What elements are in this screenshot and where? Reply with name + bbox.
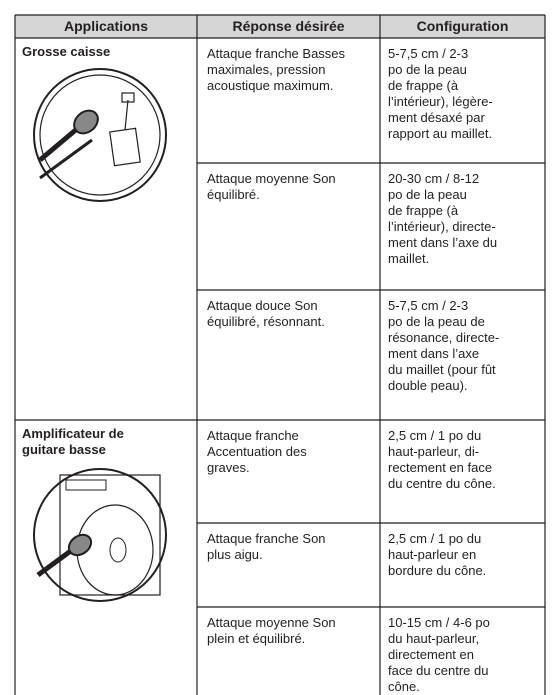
text-line: rapport au maillet.	[388, 126, 493, 141]
response-cell: Attaque moyenne Son équilibré.	[207, 171, 377, 290]
application-cell: Grosse caisse	[22, 44, 192, 84]
text-line: du centre du cône.	[388, 476, 496, 491]
text-line: Attaque moyenne Son	[207, 615, 336, 630]
text-line: 20-30 cm / 8-12	[388, 171, 480, 186]
text-line: 5-7,5 cm / 2-3	[388, 298, 469, 313]
text-line: graves.	[207, 460, 250, 475]
text-line: Attaque moyenne Son	[207, 171, 336, 186]
text-line: plus aigu.	[207, 547, 263, 562]
text-line: po de la peau de	[388, 314, 485, 329]
text-line: acoustique maximum.	[207, 78, 334, 93]
text-line: rectement en face	[388, 460, 493, 475]
configuration-cell: 5-7,5 cm / 2-3 po de la peau de frappe (à l…	[388, 46, 543, 163]
text-line: 10-15 cm / 4-6 po	[388, 615, 490, 630]
configuration-cell: 20-30 cm / 8-12 po de la peau de frappe (à…	[388, 171, 543, 290]
text-line: double peau).	[388, 378, 468, 393]
text-line: po de la peau	[388, 62, 467, 77]
kick-drum-illustration	[33, 68, 167, 202]
text-line: guitare basse	[22, 442, 106, 457]
text-line: Accentuation des	[207, 444, 307, 459]
text-line: cône.	[388, 679, 420, 694]
response-cell: Attaque franche Basses maximales, pressio…	[207, 46, 377, 163]
text-line: Attaque franche	[207, 428, 299, 443]
header-cell: Applications	[63, 18, 148, 34]
response-cell: Attaque franche Son plus aigu.	[207, 531, 377, 607]
text-line: Attaque franche Son	[207, 531, 326, 546]
configuration-cell: 5-7,5 cm / 2-3 po de la peau de résonance,…	[388, 298, 543, 420]
bass-amp-illustration	[33, 468, 167, 602]
text-line: directement en	[388, 647, 474, 662]
text-line: 2,5 cm / 1 po du	[388, 531, 482, 546]
text-line: maillet.	[388, 251, 430, 266]
response-cell: Attaque franche Accentuation des graves.	[207, 428, 377, 523]
text-line: l’intérieur), directe-	[388, 219, 496, 234]
text-line: ment désaxé par	[388, 110, 485, 125]
header-cell: Réponse désirée	[232, 18, 345, 34]
text-line: du haut-parleur,	[388, 631, 480, 646]
text-line: maximales, pression	[207, 62, 326, 77]
text-line: 2,5 cm / 1 po du	[388, 428, 482, 443]
text-line: po de la peau	[388, 187, 467, 202]
text-line: équilibré, résonnant.	[207, 314, 325, 329]
text-line: bordure du cône.	[388, 563, 487, 578]
text-line: Amplificateur de	[22, 426, 124, 441]
header-cell: Configuration	[416, 18, 509, 34]
text-line: haut-parleur, di-	[388, 444, 480, 459]
text-line: face du centre du	[388, 663, 489, 678]
configuration-cell: 10-15 cm / 4-6 po du haut-parleur, directe…	[388, 615, 543, 695]
response-cell: Attaque moyenne Son plein et équilibré.	[207, 615, 377, 695]
text-line: Attaque franche Basses	[207, 46, 346, 61]
text-line: l’intérieur), légère-	[388, 94, 493, 109]
configuration-cell: 2,5 cm / 1 po du haut-parleur en bordure d…	[388, 531, 543, 607]
text-line: 5-7,5 cm / 2-3	[388, 46, 469, 61]
application-cell: Amplificateur de guitare basse	[22, 426, 192, 466]
text-line: de frappe (à	[388, 78, 459, 93]
text-line: de frappe (à	[388, 203, 459, 218]
text-line: du maillet (pour fût	[388, 362, 496, 377]
text-line: Grosse caisse	[22, 44, 111, 59]
text-line: ment dans l’axe du	[388, 235, 498, 250]
response-cell: Attaque douce Son équilibré, résonnant.	[207, 298, 377, 420]
text-line: Attaque douce Son	[207, 298, 318, 313]
text-line: haut-parleur en	[388, 547, 477, 562]
configuration-cell: 2,5 cm / 1 po du haut-parleur, di-recteme…	[388, 428, 543, 523]
text-line: plein et équilibré.	[207, 631, 306, 646]
text-line: équilibré.	[207, 187, 260, 202]
text-line: ment dans l’axe	[388, 346, 480, 361]
text-line: résonance, directe-	[388, 330, 500, 345]
